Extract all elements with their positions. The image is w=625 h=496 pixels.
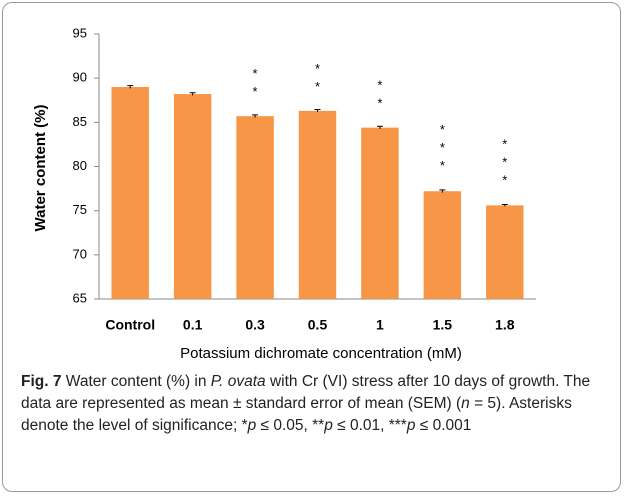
caption-label: Fig. 7 [21, 373, 62, 390]
y-tick-label: 75 [73, 202, 87, 217]
bar [423, 191, 462, 299]
caption-text: ≤ 0.01, *** [332, 417, 407, 434]
error-bar [127, 85, 134, 89]
caption-text: = 5). Asterisks denote the level of sign… [21, 395, 577, 434]
x-tick-label: 0.3 [245, 317, 265, 333]
y-tick-label: 70 [73, 246, 87, 261]
bar [111, 87, 149, 299]
error-bar [501, 203, 508, 207]
caption-text: n [461, 395, 470, 412]
caption-text: ≤ 0.001 [415, 417, 472, 434]
significance-mark: ** [248, 66, 263, 102]
caption-text: with Cr (VI) stress after 10 days of gro… [21, 373, 595, 412]
figure: Water content (%) Potassium dichromate c… [2, 2, 621, 492]
y-tick-label: 90 [73, 70, 87, 85]
y-axis-title: Water content (%) [32, 105, 49, 232]
y-tick-label: 85 [73, 114, 87, 129]
x-tick-label: 0.1 [183, 317, 203, 333]
caption-text: p [247, 417, 257, 434]
error-bar [252, 114, 259, 118]
x-tick-label: 0.5 [308, 317, 328, 333]
y-tick-label: 95 [73, 25, 87, 40]
chart: Water content (%) Potassium dichromate c… [32, 25, 536, 362]
bar [173, 94, 212, 299]
significance-mark: ** [310, 61, 325, 97]
error-bar [189, 92, 196, 96]
caption-text: P. ovata [210, 373, 266, 390]
error-bar [376, 125, 383, 129]
y-tick-label: 65 [73, 290, 87, 305]
caption-text: p [406, 417, 416, 434]
caption-text: p [324, 417, 333, 434]
x-tick-label: 1 [376, 317, 384, 333]
significance-mark: *** [497, 136, 512, 190]
x-tick-label: 1.5 [433, 317, 453, 333]
significance-mark: *** [435, 122, 450, 176]
error-bar [314, 109, 321, 113]
x-tick-label: 1.8 [495, 317, 515, 333]
bar [236, 116, 274, 300]
bar [298, 110, 337, 299]
bar [361, 127, 399, 299]
significance-mark: ** [372, 78, 387, 114]
caption-text: ≤ 0.05, ** [256, 417, 325, 434]
caption: Fig. 7 Water content (%) in P. ovata wit… [21, 371, 606, 437]
bar [486, 205, 524, 299]
x-tick-label: Control [105, 317, 155, 333]
x-axis-title: Potassium dichromate concentration (mM) [180, 345, 462, 362]
y-tick-label: 80 [73, 158, 87, 173]
error-bar [439, 189, 446, 193]
caption-text: Water content (%) in [61, 373, 211, 390]
